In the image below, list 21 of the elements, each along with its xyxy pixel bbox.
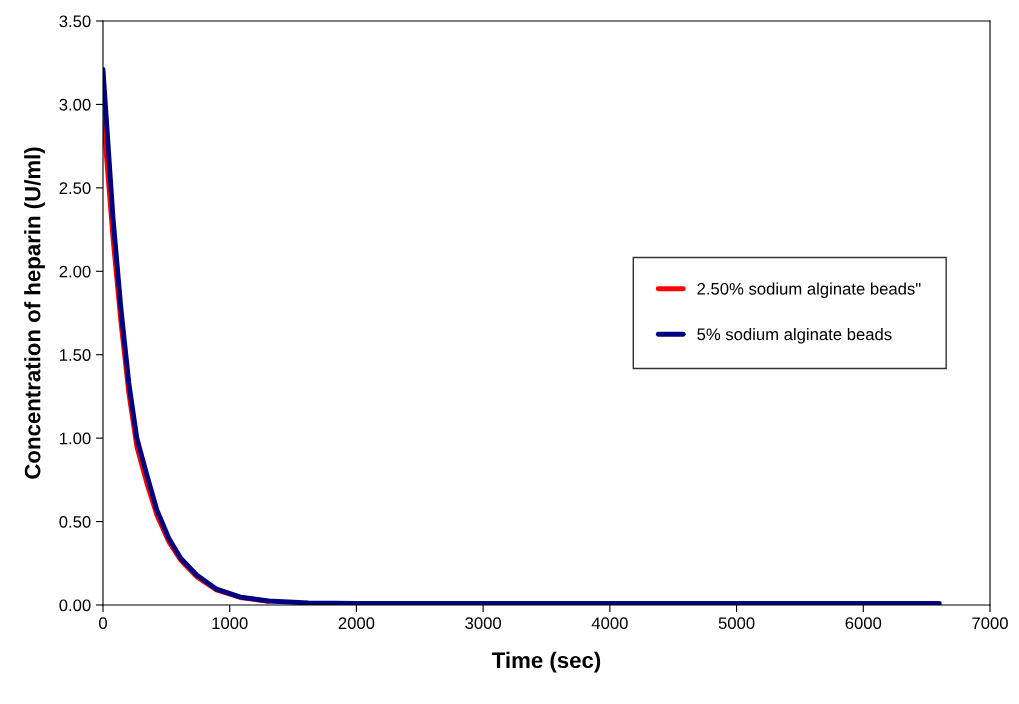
x-tick-label: 2000 bbox=[338, 617, 375, 630]
y-tick-label: 3.50 bbox=[59, 15, 91, 28]
x-tick-label: 4000 bbox=[591, 617, 628, 630]
y-tick-label: 0.00 bbox=[59, 599, 91, 612]
y-tick-label: 2.00 bbox=[59, 265, 91, 278]
x-tick-label: 3000 bbox=[465, 617, 502, 630]
x-tick-label: 5000 bbox=[718, 617, 755, 630]
y-tick-label: 0.50 bbox=[59, 515, 91, 528]
y-tick-label: 2.50 bbox=[59, 182, 91, 195]
y-tick-label: 1.00 bbox=[60, 432, 91, 445]
legend-label: 5% sodium alginate beads bbox=[697, 328, 892, 344]
x-tick-label: 6000 bbox=[845, 617, 882, 630]
y-axis-title: Concentration of heparin (U/ml) bbox=[24, 147, 45, 479]
x-tick-label: 1000 bbox=[212, 617, 248, 630]
line-series bbox=[103, 66, 942, 605]
x-tick-label: 7000 bbox=[972, 617, 1008, 630]
x-tick-label: 0 bbox=[99, 617, 107, 630]
y-tick-label: 3.00 bbox=[59, 98, 91, 111]
x-axis-title: Time (sec) bbox=[491, 651, 601, 673]
legend-label: 2.50% sodium alginate beads" bbox=[697, 282, 921, 298]
y-tick-label: 1.50 bbox=[60, 349, 91, 361]
